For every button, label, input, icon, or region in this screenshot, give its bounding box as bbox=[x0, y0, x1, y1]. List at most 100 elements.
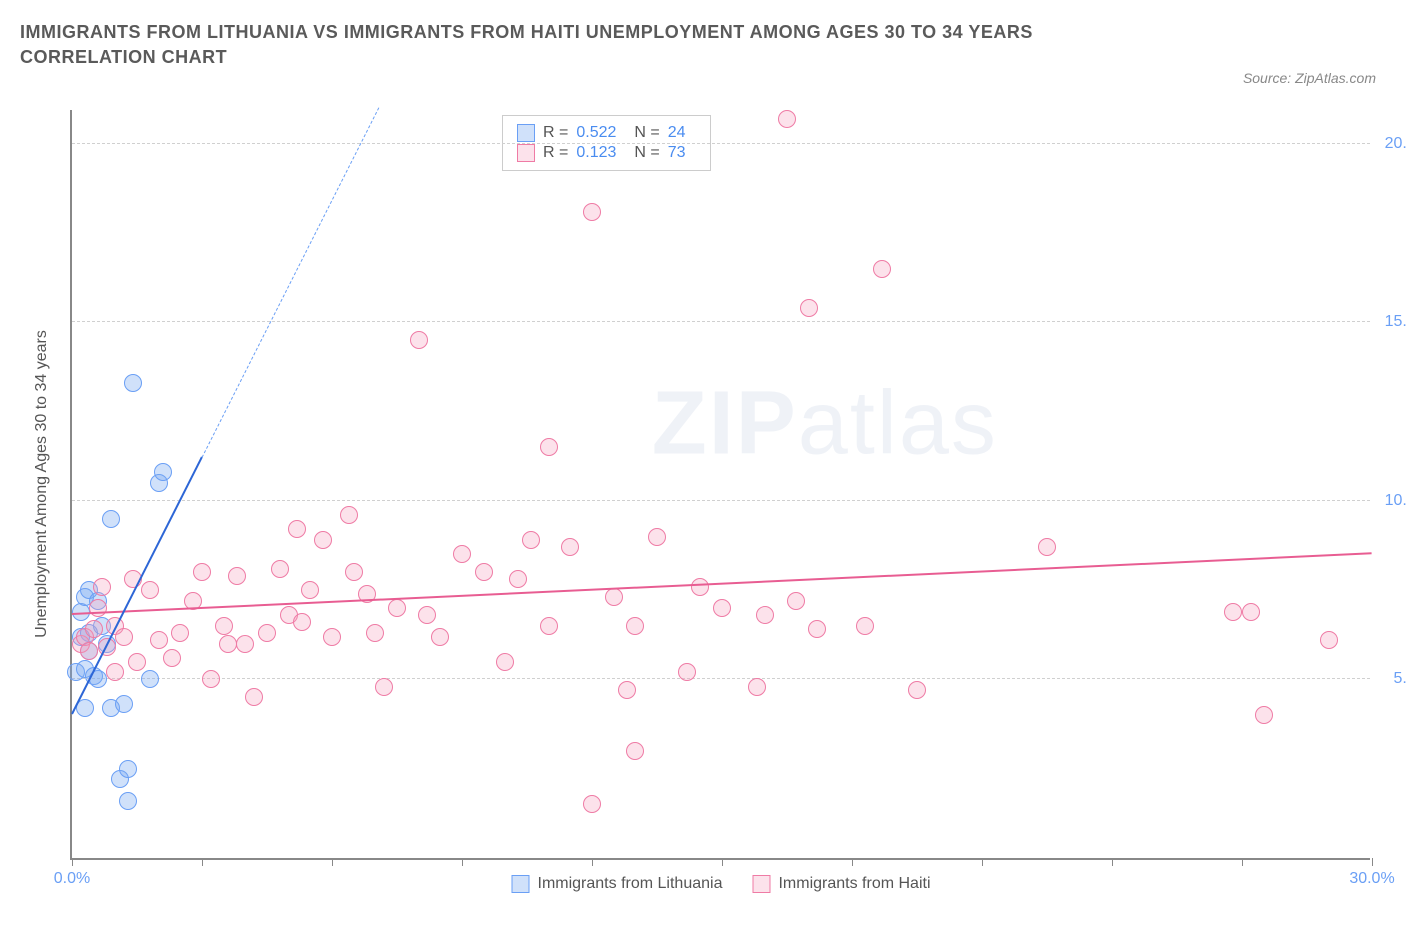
point-haiti bbox=[340, 506, 358, 524]
point-haiti bbox=[171, 624, 189, 642]
gridline bbox=[72, 143, 1370, 144]
point-haiti bbox=[453, 545, 471, 563]
point-haiti bbox=[115, 628, 133, 646]
r-value-lithuania: 0.522 bbox=[576, 124, 616, 142]
point-haiti bbox=[345, 563, 363, 581]
point-haiti bbox=[1224, 603, 1242, 621]
plot-area: Unemployment Among Ages 30 to 34 years Z… bbox=[70, 110, 1370, 860]
n-label: N = bbox=[634, 124, 659, 142]
point-haiti bbox=[748, 678, 766, 696]
point-haiti bbox=[366, 624, 384, 642]
point-haiti bbox=[215, 617, 233, 635]
point-haiti bbox=[236, 635, 254, 653]
y-axis-label: Unemployment Among Ages 30 to 34 years bbox=[33, 330, 51, 638]
x-tick bbox=[72, 858, 73, 866]
point-haiti bbox=[605, 588, 623, 606]
point-haiti bbox=[522, 531, 540, 549]
point-haiti bbox=[626, 617, 644, 635]
point-haiti bbox=[93, 578, 111, 596]
point-haiti bbox=[626, 742, 644, 760]
swatch-lithuania bbox=[517, 124, 535, 142]
legend-item-lithuania: Immigrants from Lithuania bbox=[512, 875, 723, 893]
point-haiti bbox=[1242, 603, 1260, 621]
point-haiti bbox=[756, 606, 774, 624]
point-haiti bbox=[202, 670, 220, 688]
point-haiti bbox=[583, 203, 601, 221]
point-lithuania bbox=[124, 374, 142, 392]
legend-item-haiti: Immigrants from Haiti bbox=[752, 875, 930, 893]
legend-label-lithuania: Immigrants from Lithuania bbox=[538, 875, 723, 893]
r-label: R = bbox=[543, 124, 568, 142]
bottom-legend: Immigrants from Lithuania Immigrants fro… bbox=[512, 875, 931, 893]
x-tick bbox=[1112, 858, 1113, 866]
x-tick bbox=[1242, 858, 1243, 866]
point-lithuania bbox=[119, 760, 137, 778]
point-haiti bbox=[713, 599, 731, 617]
point-haiti bbox=[908, 681, 926, 699]
gridline bbox=[72, 678, 1370, 679]
point-haiti bbox=[418, 606, 436, 624]
watermark: ZIPatlas bbox=[652, 373, 998, 476]
point-haiti bbox=[85, 620, 103, 638]
y-tick-label: 20.0% bbox=[1385, 135, 1406, 153]
stats-row-haiti: R = 0.123 N = 73 bbox=[517, 144, 696, 162]
y-tick-label: 10.0% bbox=[1385, 492, 1406, 510]
point-haiti bbox=[314, 531, 332, 549]
point-haiti bbox=[431, 628, 449, 646]
point-haiti bbox=[271, 560, 289, 578]
watermark-bold: ZIP bbox=[652, 374, 798, 474]
point-haiti bbox=[691, 578, 709, 596]
point-haiti bbox=[80, 642, 98, 660]
point-haiti bbox=[808, 620, 826, 638]
point-haiti bbox=[1320, 631, 1338, 649]
x-tick bbox=[202, 858, 203, 866]
chart-title: IMMIGRANTS FROM LITHUANIA VS IMMIGRANTS … bbox=[20, 20, 1100, 70]
x-tick-label: 30.0% bbox=[1349, 870, 1394, 888]
x-tick bbox=[332, 858, 333, 866]
point-haiti bbox=[648, 528, 666, 546]
n-label: N = bbox=[634, 144, 659, 162]
point-haiti bbox=[496, 653, 514, 671]
trend-line bbox=[202, 107, 380, 457]
point-lithuania bbox=[154, 463, 172, 481]
y-tick-label: 15.0% bbox=[1385, 313, 1406, 331]
point-lithuania bbox=[102, 510, 120, 528]
point-haiti bbox=[509, 570, 527, 588]
point-haiti bbox=[128, 653, 146, 671]
legend-label-haiti: Immigrants from Haiti bbox=[778, 875, 930, 893]
point-haiti bbox=[219, 635, 237, 653]
y-tick-label: 5.0% bbox=[1394, 670, 1406, 688]
point-haiti bbox=[583, 795, 601, 813]
point-haiti bbox=[245, 688, 263, 706]
point-haiti bbox=[301, 581, 319, 599]
point-haiti bbox=[193, 563, 211, 581]
point-haiti bbox=[293, 613, 311, 631]
point-lithuania bbox=[141, 670, 159, 688]
n-value-haiti: 73 bbox=[668, 144, 686, 162]
legend-swatch-lithuania bbox=[512, 875, 530, 893]
point-haiti bbox=[540, 617, 558, 635]
point-haiti bbox=[150, 631, 168, 649]
point-haiti bbox=[106, 663, 124, 681]
point-haiti bbox=[873, 260, 891, 278]
point-haiti bbox=[410, 331, 428, 349]
x-tick-label: 0.0% bbox=[54, 870, 90, 888]
r-label: R = bbox=[543, 144, 568, 162]
point-haiti bbox=[288, 520, 306, 538]
point-haiti bbox=[618, 681, 636, 699]
point-haiti bbox=[787, 592, 805, 610]
point-haiti bbox=[856, 617, 874, 635]
correlation-chart: IMMIGRANTS FROM LITHUANIA VS IMMIGRANTS … bbox=[20, 20, 1386, 910]
n-value-lithuania: 24 bbox=[668, 124, 686, 142]
point-haiti bbox=[561, 538, 579, 556]
point-lithuania bbox=[119, 792, 137, 810]
point-haiti bbox=[800, 299, 818, 317]
point-haiti bbox=[475, 563, 493, 581]
point-haiti bbox=[388, 599, 406, 617]
point-haiti bbox=[89, 599, 107, 617]
stats-row-lithuania: R = 0.522 N = 24 bbox=[517, 124, 696, 142]
source-attribution: Source: ZipAtlas.com bbox=[1243, 70, 1376, 86]
point-haiti bbox=[375, 678, 393, 696]
point-haiti bbox=[540, 438, 558, 456]
x-tick bbox=[722, 858, 723, 866]
